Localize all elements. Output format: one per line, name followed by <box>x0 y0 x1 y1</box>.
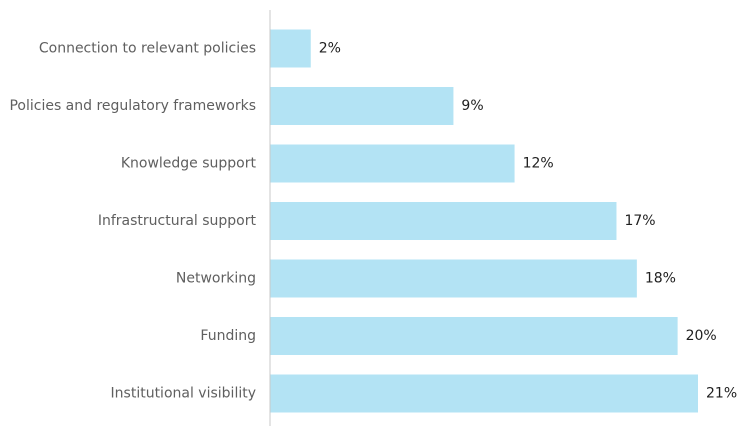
bar-7 <box>270 374 698 413</box>
category-label-5: Networking <box>176 271 256 287</box>
category-label-1: Connection to relevant policies <box>39 41 256 57</box>
bar-2 <box>270 87 454 125</box>
value-labels: 2% 9% 12% 17% 18% 20% 21% <box>319 41 737 402</box>
value-label-5: 18% <box>645 271 676 287</box>
value-label-7: 21% <box>706 386 737 402</box>
bar-1 <box>270 29 311 68</box>
value-label-3: 12% <box>523 156 554 172</box>
category-label-2: Policies and regulatory frameworks <box>9 98 256 114</box>
value-label-4: 17% <box>624 213 655 229</box>
bar-3 <box>270 144 515 183</box>
category-label-4: Infrastructural support <box>98 213 257 229</box>
category-label-6: Funding <box>200 328 256 344</box>
category-label-3: Knowledge support <box>121 156 257 172</box>
category-labels: Connection to relevant policies Policies … <box>9 41 256 402</box>
bar-5 <box>270 259 637 298</box>
bars-group <box>270 29 698 413</box>
bar-6 <box>270 317 678 355</box>
value-label-6: 20% <box>686 328 717 344</box>
bar-4 <box>270 202 617 240</box>
value-label-2: 9% <box>461 98 483 114</box>
category-label-7: Institutional visibility <box>111 386 256 402</box>
value-label-1: 2% <box>319 41 341 57</box>
